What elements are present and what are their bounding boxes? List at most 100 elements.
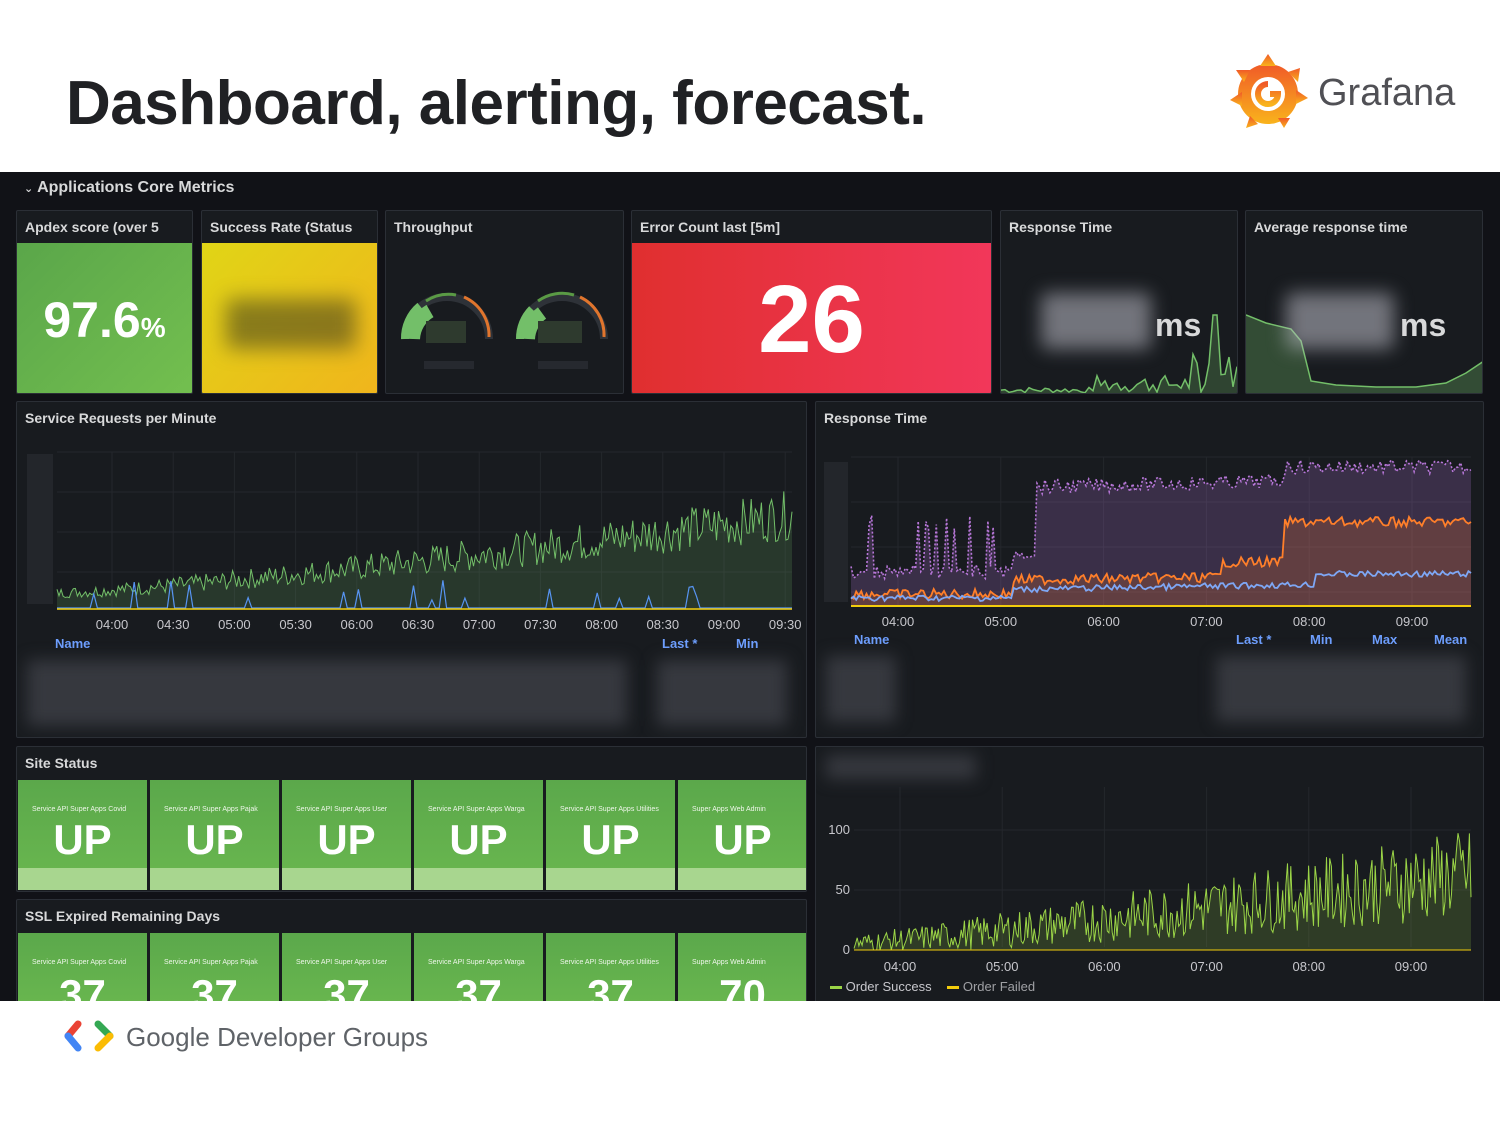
tile-name: Service API Super Apps Pajak xyxy=(164,806,258,813)
tile-name: Service API Super Apps User xyxy=(296,806,388,813)
redacted-value xyxy=(426,321,466,343)
x-tick-label: 05:00 xyxy=(986,959,1019,974)
panel-title: SSL Expired Remaining Days xyxy=(25,908,221,924)
tile-name: Service API Super Apps Utilities xyxy=(560,806,659,813)
series-line-blue xyxy=(850,569,1472,603)
x-tick-label: 06:00 xyxy=(1088,959,1121,974)
x-tick-label: 08:00 xyxy=(1293,959,1326,974)
panel-title: Success Rate (Status xyxy=(210,219,353,235)
legend-max-header[interactable]: Max xyxy=(1372,632,1398,647)
grafana-logo: Grafana xyxy=(1226,50,1466,134)
apdex-number: 97.6 xyxy=(43,292,141,348)
ssl-days-panel[interactable]: SSL Expired Remaining Days Service API S… xyxy=(16,899,807,1001)
x-tick-label: 09:00 xyxy=(1396,614,1429,629)
legend-mean-header[interactable]: Mean xyxy=(1434,632,1468,647)
x-tick-label: 04:00 xyxy=(884,959,917,974)
redacted-y-axis xyxy=(824,462,848,602)
x-tick-label: 08:00 xyxy=(1293,614,1326,629)
x-tick-label: 04:30 xyxy=(157,617,190,632)
status-tile[interactable]: Service API Super Apps Pajak 37 xyxy=(150,933,279,1001)
legend-last-header[interactable]: Last * xyxy=(662,636,698,651)
orders-panel[interactable]: 0 50 100 04:00 05:00 06:00 07:00 08:00 09:00 Ord… xyxy=(815,746,1484,1001)
status-tile[interactable]: Super Apps Web Admin 70 xyxy=(678,933,806,1001)
legend-swatch-failed xyxy=(947,986,960,990)
legend-min-header[interactable]: Min xyxy=(736,636,759,651)
tile-value: UP xyxy=(185,816,244,863)
x-tick-label: 05:00 xyxy=(985,614,1018,629)
response-time-chart-panel[interactable]: Response Time 04:00 05:00 06:00 07:00 08:00 0… xyxy=(815,401,1484,738)
status-tile[interactable]: Super Apps Web Admin UP xyxy=(678,780,806,890)
legend-name-header[interactable]: Name xyxy=(854,632,890,647)
series-fill-purple xyxy=(851,460,1471,607)
gauge-2 xyxy=(515,291,608,343)
legend-last-header[interactable]: Last * xyxy=(1236,632,1272,647)
status-tile[interactable]: Service API Super Apps Utilities 37 xyxy=(546,933,675,1001)
legend-swatch-success xyxy=(830,986,842,990)
redacted-legend xyxy=(826,656,896,722)
response-time-chart: 04:00 05:00 06:00 07:00 08:00 09:00 xyxy=(824,456,1472,629)
x-tick-label: 06:30 xyxy=(402,617,435,632)
series-line-orange xyxy=(850,514,1472,602)
tile-value: 37 xyxy=(587,971,634,1001)
apdex-unit: % xyxy=(140,312,166,343)
panel-title: Service Requests per Minute xyxy=(25,410,217,426)
legend-name-header[interactable]: Name xyxy=(55,636,91,651)
series-fill-orange xyxy=(851,517,1471,607)
status-tile[interactable]: Service API Super Apps User 37 xyxy=(282,933,411,1001)
tile-name: Service API Super Apps Utilities xyxy=(560,959,659,966)
status-tile[interactable]: Service API Super Apps Pajak UP xyxy=(150,780,279,890)
tile-value: 37 xyxy=(59,971,106,1001)
status-tile[interactable]: Service API Super Apps Covid UP xyxy=(18,780,147,890)
panel-title: Error Count last [5m] xyxy=(640,219,781,235)
status-tile[interactable]: Service API Super Apps User UP xyxy=(282,780,411,890)
x-tick-label: 09:00 xyxy=(708,617,741,632)
tile-value: 37 xyxy=(455,971,502,1001)
row-title: Applications Core Metrics xyxy=(37,179,235,196)
error-count-panel[interactable]: Error Count last [5m] 26 xyxy=(631,210,992,394)
series-fill-success xyxy=(854,833,1471,950)
x-tick-label: 07:30 xyxy=(524,617,557,632)
status-tile[interactable]: Service API Super Apps Utilities UP xyxy=(546,780,675,890)
tile-value: 37 xyxy=(191,971,238,1001)
redacted-y-axis xyxy=(27,454,53,604)
status-tile[interactable]: Service API Super Apps Warga 37 xyxy=(414,933,543,1001)
throughput-gauges xyxy=(401,291,608,369)
redacted-value xyxy=(1286,293,1394,349)
gdg-wordmark: Google Developer Groups xyxy=(126,1022,429,1052)
site-status-panel[interactable]: Site Status Service API Super Apps Covid… xyxy=(16,746,807,892)
legend-order-failed[interactable]: Order Failed xyxy=(962,979,1036,994)
response-time-unit: ms xyxy=(1155,307,1202,343)
gdg-logo: Google Developer Groups xyxy=(64,1016,444,1056)
x-tick-label: 05:00 xyxy=(218,617,251,632)
redacted-value xyxy=(538,321,582,343)
legend-order-success[interactable]: Order Success xyxy=(845,979,932,994)
sparkline-fill xyxy=(1001,315,1237,393)
status-tile[interactable]: Service API Super Apps Warga UP xyxy=(414,780,543,890)
apdex-panel[interactable]: Apdex score (over 5 97.6% xyxy=(16,210,193,394)
tile-footer-bar xyxy=(282,868,411,890)
panel-title: Average response time xyxy=(1254,219,1408,235)
series-line-order-success xyxy=(853,833,1472,951)
tile-name: Super Apps Web Admin xyxy=(692,959,766,966)
service-requests-panel[interactable]: Service Requests per Minute 04:00 04:30 05… xyxy=(16,401,807,738)
response-time-sparkline xyxy=(1001,314,1237,393)
success-rate-panel[interactable]: Success Rate (Status xyxy=(201,210,378,394)
panel-title: Response Time xyxy=(824,410,928,426)
throughput-panel[interactable]: Throughput xyxy=(385,210,624,394)
redacted-legend-values xyxy=(1216,656,1466,722)
sparkline-line xyxy=(1246,314,1482,388)
response-time-stat-panel[interactable]: Response Time ms xyxy=(1000,210,1238,394)
tile-value: 70 xyxy=(719,971,766,1001)
legend-min-header[interactable]: Min xyxy=(1310,632,1333,647)
panel-title: Throughput xyxy=(394,219,473,235)
x-tick-label: 06:00 xyxy=(341,617,374,632)
tile-name: Service API Super Apps Warga xyxy=(428,959,525,966)
grafana-wordmark: Grafana xyxy=(1318,72,1456,114)
tile-footer-bar xyxy=(18,868,147,890)
tile-value: UP xyxy=(317,816,376,863)
status-tile[interactable]: Service API Super Apps Covid 37 xyxy=(18,933,147,1001)
avg-response-time-panel[interactable]: Average response time ms xyxy=(1245,210,1483,394)
row-header[interactable]: ⌄ Applications Core Metrics xyxy=(24,179,234,197)
chevron-down-icon: ⌄ xyxy=(24,183,34,195)
tile-footer-bar xyxy=(414,868,543,890)
